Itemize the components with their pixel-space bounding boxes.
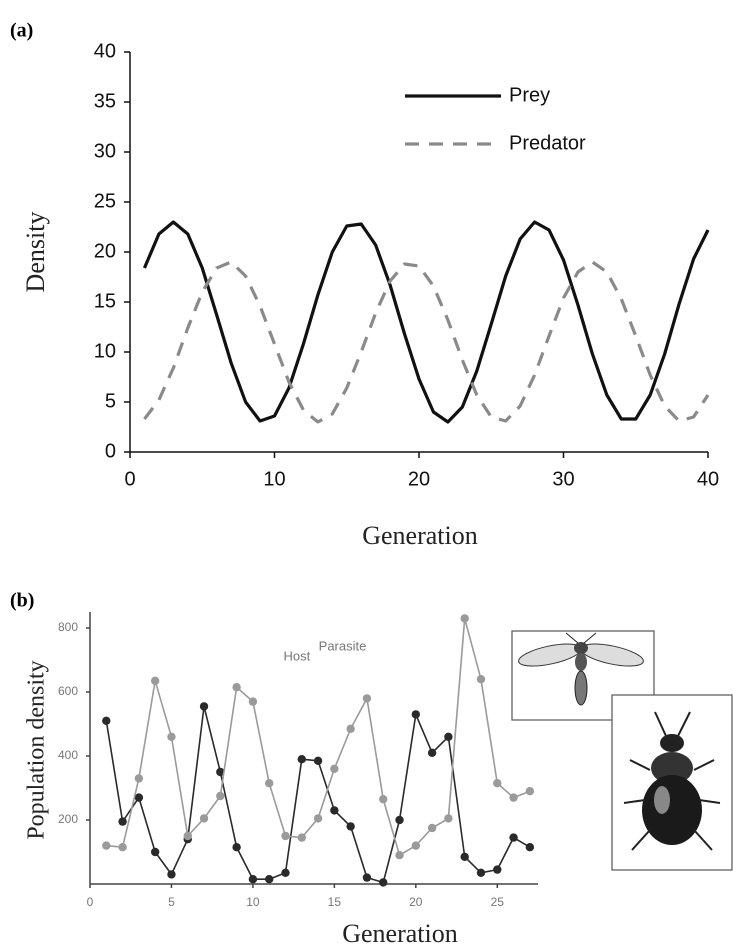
data-point (411, 710, 421, 719)
data-point (265, 779, 274, 788)
x-tick-label: 20 (409, 895, 423, 909)
data-point (167, 732, 176, 741)
y-tick-label: 40 (94, 40, 116, 62)
y-axis-label: Population density (24, 660, 50, 839)
data-point (150, 676, 160, 685)
x-tick-label: 40 (697, 468, 719, 490)
y-axis-label: Density (21, 212, 50, 293)
data-point (346, 822, 355, 831)
data-point (379, 878, 388, 887)
data-point (460, 614, 469, 623)
data-point (216, 791, 225, 801)
beetle-picture (611, 694, 733, 871)
data-point (427, 748, 437, 757)
data-point (248, 697, 258, 706)
data-point (411, 841, 421, 850)
x-tick-label: 0 (124, 468, 135, 490)
data-point (199, 814, 209, 823)
data-point (297, 833, 306, 842)
data-point (427, 823, 437, 833)
x-tick-label: 10 (246, 895, 260, 909)
data-point (150, 847, 160, 857)
data-point (134, 793, 144, 802)
data-point (199, 702, 209, 711)
x-tick-label: 15 (328, 895, 342, 909)
data-point (379, 795, 388, 804)
wasp-picture (511, 630, 655, 721)
x-tick-label: 20 (408, 468, 430, 490)
data-point (476, 868, 486, 877)
x-tick-label: 0 (87, 895, 94, 909)
y-tick-label: 200 (58, 812, 78, 826)
data-point (395, 815, 404, 825)
data-point (118, 843, 127, 852)
data-point (493, 779, 502, 788)
data-point (248, 875, 258, 884)
data-point (509, 833, 518, 842)
y-tick-label: 0 (105, 440, 116, 462)
panel-label: (b) (10, 590, 34, 612)
data-point (395, 851, 404, 860)
series-line (143, 260, 710, 424)
data-point (509, 793, 518, 802)
data-point (313, 756, 323, 765)
data-point (444, 732, 453, 741)
data-point (362, 694, 372, 703)
data-point (362, 873, 372, 882)
data-point (297, 755, 306, 764)
data-point (330, 764, 339, 773)
data-point (232, 683, 241, 692)
series-label: Host (284, 648, 311, 663)
legend-label: Predator (509, 132, 586, 154)
data-point (313, 814, 323, 823)
y-tick-label: 20 (94, 240, 116, 262)
data-point (134, 774, 144, 783)
y-tick-label: 5 (105, 390, 116, 412)
data-point (232, 843, 241, 852)
data-point (525, 787, 535, 796)
y-tick-label: 10 (94, 340, 116, 362)
data-point (525, 843, 535, 852)
x-tick-label: 10 (263, 468, 285, 490)
data-point (118, 817, 127, 826)
y-tick-label: 15 (94, 290, 116, 312)
series-label: Parasite (319, 638, 367, 653)
data-point (167, 870, 176, 879)
y-tick-label: 600 (58, 684, 78, 698)
data-point (460, 852, 469, 861)
legend-label: Prey (509, 84, 550, 106)
series-line (142, 220, 710, 424)
data-point (281, 868, 290, 877)
data-point (281, 831, 290, 841)
panel-label: (a) (10, 20, 33, 42)
data-point (102, 841, 111, 850)
x-tick-label: 5 (168, 895, 175, 909)
y-tick-label: 400 (58, 748, 78, 762)
x-tick-label: 30 (552, 468, 574, 490)
y-tick-label: 30 (94, 140, 116, 162)
y-tick-label: 25 (94, 190, 116, 212)
x-tick-label: 25 (491, 895, 505, 909)
data-point (330, 806, 339, 815)
data-point (476, 675, 486, 684)
x-axis-label: Generation (342, 919, 458, 948)
data-point (346, 724, 355, 733)
data-point (493, 865, 502, 874)
data-point (183, 831, 192, 841)
x-axis-label: Generation (362, 521, 478, 550)
data-point (265, 875, 274, 884)
y-tick-label: 800 (58, 620, 78, 634)
y-tick-label: 35 (94, 90, 116, 112)
data-point (102, 716, 111, 725)
data-point (444, 814, 453, 823)
data-point (216, 767, 225, 777)
